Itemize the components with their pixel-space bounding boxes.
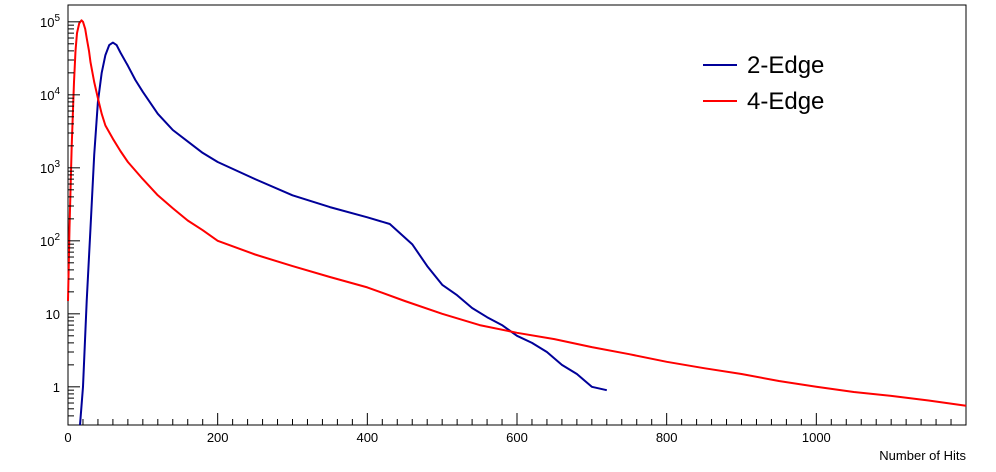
- y-tick-label: 1: [53, 380, 60, 395]
- legend: 2-Edge 4-Edge: [703, 52, 824, 115]
- y-tick-label: 103: [40, 159, 60, 176]
- histogram-layer: [67, 19, 967, 426]
- series-line-4-edge: [67, 19, 967, 407]
- y-axis: 1 10 102 103 104 105: [40, 13, 80, 426]
- x-tick-label: 1000: [802, 430, 831, 445]
- legend-label-2-edge: 2-Edge: [747, 52, 824, 79]
- x-tick-label: 800: [656, 430, 678, 445]
- y-tick-label: 105: [40, 13, 60, 30]
- legend-label-4-edge: 4-Edge: [747, 88, 824, 115]
- x-axis-title: Number of Hits: [879, 448, 966, 463]
- x-tick-label: 600: [506, 430, 528, 445]
- series-line-2-edge: [79, 41, 608, 426]
- x-tick-label: 200: [207, 430, 229, 445]
- y-tick-label: 10: [46, 307, 60, 322]
- y-tick-label: 104: [40, 86, 60, 103]
- plot-frame: [67, 4, 967, 426]
- y-tick-label: 102: [40, 232, 60, 249]
- x-tick-label: 0: [64, 430, 71, 445]
- x-axis: 0 200 400 600 800 1000: [64, 413, 967, 445]
- x-tick-label: 400: [356, 430, 378, 445]
